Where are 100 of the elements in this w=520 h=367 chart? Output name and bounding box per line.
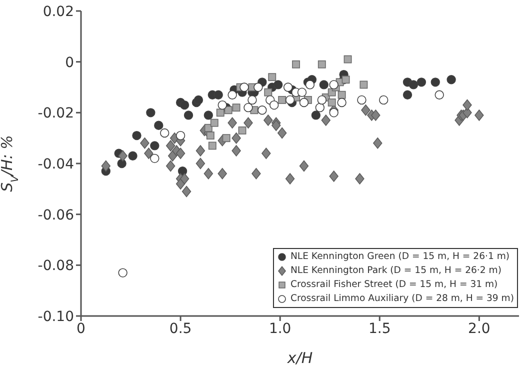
legend-label: Crossrail Limmo Auxiliary (D = 28 m, H = 39 m) xyxy=(290,292,514,306)
legend-label: NLE Kennington Green (D = 15 m, H = 26·1 m) xyxy=(290,250,510,264)
point xyxy=(258,106,267,115)
point xyxy=(360,80,368,89)
point xyxy=(180,173,190,184)
point xyxy=(274,80,283,90)
point xyxy=(416,78,426,87)
point xyxy=(196,158,206,170)
point xyxy=(228,117,237,128)
point xyxy=(264,114,273,126)
y-tick-label: -0.02 xyxy=(38,106,74,122)
point xyxy=(182,186,192,198)
y-tick-label: -0.08 xyxy=(38,258,74,274)
point xyxy=(402,90,412,100)
legend-label: NLE Kennington Park (D = 15 m, H = 26·2 m) xyxy=(290,264,502,278)
point xyxy=(244,117,253,128)
point xyxy=(166,140,176,152)
point xyxy=(118,150,128,162)
point xyxy=(329,80,338,90)
point xyxy=(214,90,223,100)
point xyxy=(329,170,338,182)
point xyxy=(371,110,380,121)
point xyxy=(216,108,224,117)
point xyxy=(154,120,164,130)
point xyxy=(285,95,295,105)
y-tick-label: 0 xyxy=(65,54,74,71)
point xyxy=(319,80,328,90)
point xyxy=(264,88,272,96)
point xyxy=(210,118,218,127)
point xyxy=(144,148,154,159)
point xyxy=(338,90,346,99)
x-tick-label: 1.0 xyxy=(268,320,292,337)
point xyxy=(194,95,204,105)
point xyxy=(180,100,190,110)
point xyxy=(317,95,326,105)
point xyxy=(101,160,110,172)
point xyxy=(272,120,281,132)
point xyxy=(228,90,237,100)
point xyxy=(117,158,126,168)
point xyxy=(204,168,214,180)
point xyxy=(408,80,418,90)
point xyxy=(446,75,456,84)
point xyxy=(240,82,249,92)
point xyxy=(328,98,336,106)
point xyxy=(128,151,138,160)
point xyxy=(132,130,142,140)
point xyxy=(277,127,287,139)
point xyxy=(462,99,472,111)
point xyxy=(268,73,276,82)
x-tick-label: 1.5 xyxy=(368,320,391,337)
x-tick-label: 0.5 xyxy=(169,320,192,337)
point xyxy=(206,132,214,140)
point xyxy=(166,160,176,172)
point xyxy=(361,104,370,116)
y-tick-label: -0.04 xyxy=(38,156,74,172)
point xyxy=(299,160,309,172)
legend-label: Crossrail Fisher Street (D = 15 m, H = 31 m) xyxy=(290,278,498,292)
point xyxy=(150,141,160,150)
point xyxy=(232,132,241,144)
point xyxy=(218,168,227,180)
point xyxy=(285,173,295,184)
point xyxy=(140,138,150,149)
point xyxy=(297,88,307,97)
x-tick-label: 0 xyxy=(76,320,86,337)
point xyxy=(305,80,315,90)
point xyxy=(311,110,321,120)
point xyxy=(252,168,261,180)
point xyxy=(474,110,484,121)
y-tick-label: -0.06 xyxy=(38,207,74,224)
point xyxy=(270,100,279,110)
point xyxy=(218,100,227,110)
point xyxy=(196,145,206,156)
point xyxy=(373,138,382,149)
point xyxy=(262,148,271,159)
y-tick-label: -0.10 xyxy=(38,308,74,325)
point xyxy=(355,173,364,184)
point xyxy=(224,106,232,114)
point xyxy=(299,98,309,108)
point xyxy=(344,55,352,64)
point xyxy=(176,148,186,159)
point xyxy=(238,126,246,134)
point xyxy=(430,78,440,87)
point xyxy=(222,134,230,142)
point xyxy=(278,96,286,104)
point xyxy=(176,130,186,140)
x-tick-label: 2.0 xyxy=(468,320,490,337)
point xyxy=(184,110,194,120)
point xyxy=(342,76,350,84)
point xyxy=(329,108,338,118)
point xyxy=(146,108,156,118)
point xyxy=(232,104,240,112)
point xyxy=(254,82,263,92)
point xyxy=(318,60,326,68)
point xyxy=(232,145,241,156)
point xyxy=(292,60,300,68)
point xyxy=(204,110,214,120)
point xyxy=(321,114,330,126)
point xyxy=(283,82,293,92)
x-axis-title: x/H xyxy=(286,349,313,367)
y-tick-label: 0.02 xyxy=(42,4,74,20)
